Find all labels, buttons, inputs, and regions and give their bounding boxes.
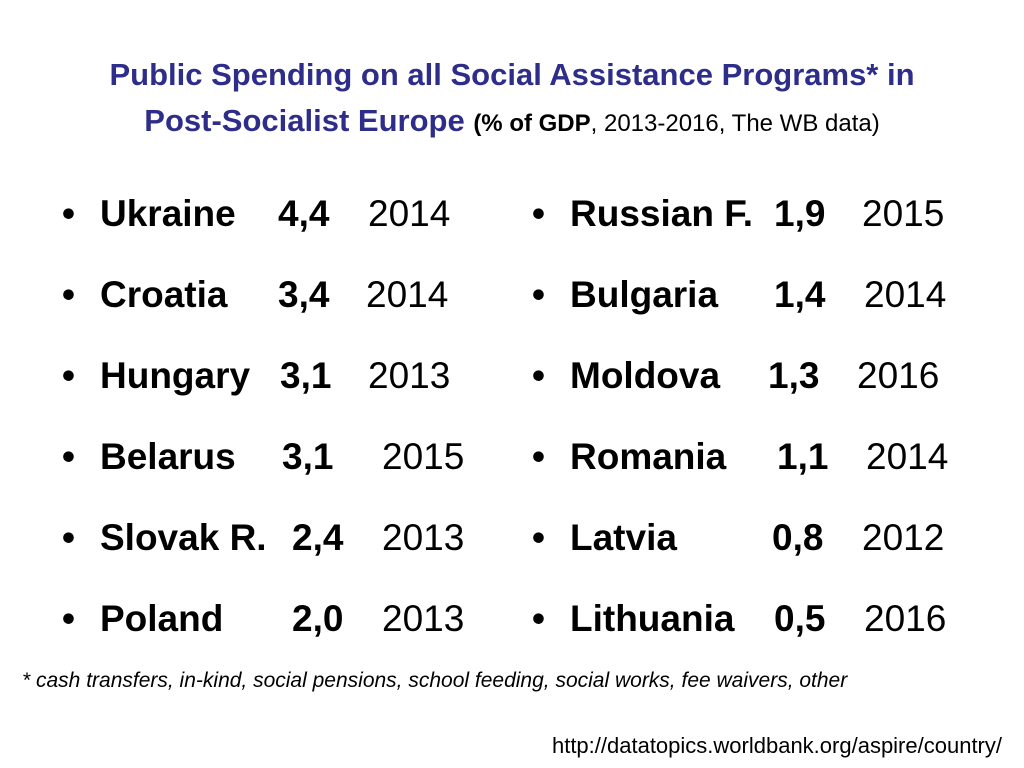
data-year: 2013 <box>382 598 465 639</box>
data-year: 2013 <box>382 517 465 558</box>
bullet-icon: • <box>62 274 75 315</box>
data-year: 2014 <box>866 436 949 477</box>
spending-value: 3,4 <box>278 274 330 315</box>
bullet-icon: • <box>62 193 75 234</box>
bullet-icon: • <box>532 193 545 234</box>
left-country-list: • Ukraine 4,4 2014 • Croatia 3,4 2014 • Hungary… <box>62 192 522 678</box>
title-subtitle: (% of GDP, 2013-2016, The WB data) <box>473 110 879 137</box>
footnote: * cash transfers, in-kind, social pensio… <box>22 669 848 692</box>
right-country-list: • Russian F. 1,9 2015 • Bulgaria 1,4 2014 • Mol… <box>532 192 992 678</box>
list-item: • Russian F. 1,9 2015 <box>532 192 992 273</box>
source-url: http://datatopics.worldbank.org/aspire/c… <box>551 733 1002 758</box>
spending-value: 1,4 <box>774 274 826 315</box>
country-name: Lithuania <box>570 598 735 639</box>
country-name: Hungary <box>100 355 251 396</box>
title-line-2: Post-Socialist Europe (% of GDP, 2013-20… <box>0 98 1024 147</box>
list-item: • Lithuania 0,5 2016 <box>532 597 992 678</box>
bullet-icon: • <box>532 598 545 639</box>
country-name: Moldova <box>570 355 721 396</box>
bullet-icon: • <box>532 274 545 315</box>
country-name: Belarus <box>100 436 236 477</box>
spending-value: 2,4 <box>292 517 344 558</box>
data-year: 2016 <box>864 598 947 639</box>
spending-value: 3,1 <box>280 355 332 396</box>
title-region: Post-Socialist Europe <box>144 103 465 138</box>
data-year: 2014 <box>366 274 449 315</box>
list-item: • Poland 2,0 2013 <box>62 597 522 678</box>
list-item: • Latvia 0,8 2012 <box>532 516 992 597</box>
bullet-icon: • <box>62 598 75 639</box>
list-item: • Croatia 3,4 2014 <box>62 273 522 354</box>
country-name: Bulgaria <box>570 274 719 315</box>
title-line-1: Public Spending on all Social Assistance… <box>109 57 915 92</box>
country-name: Slovak R. <box>100 517 267 558</box>
bullet-icon: • <box>532 517 545 558</box>
bullet-icon: • <box>532 436 545 477</box>
bullet-icon: • <box>62 355 75 396</box>
data-year: 2013 <box>368 355 451 396</box>
spending-value: 3,1 <box>282 436 334 477</box>
spending-value: 1,3 <box>768 355 820 396</box>
list-item: • Romania 1,1 2014 <box>532 435 992 516</box>
bullet-icon: • <box>62 436 75 477</box>
list-item: • Belarus 3,1 2015 <box>62 435 522 516</box>
spending-value: 0,8 <box>772 517 824 558</box>
list-item: • Moldova 1,3 2016 <box>532 354 992 435</box>
list-item: • Bulgaria 1,4 2014 <box>532 273 992 354</box>
list-item: • Hungary 3,1 2013 <box>62 354 522 435</box>
bullet-icon: • <box>62 517 75 558</box>
data-year: 2014 <box>864 274 947 315</box>
country-name: Ukraine <box>100 193 236 234</box>
spending-value: 2,0 <box>292 598 344 639</box>
list-item: • Slovak R. 2,4 2013 <box>62 516 522 597</box>
country-name: Croatia <box>100 274 228 315</box>
spending-value: 0,5 <box>774 598 826 639</box>
country-name: Latvia <box>570 517 677 558</box>
country-name: Romania <box>570 436 727 477</box>
spending-value: 1,9 <box>774 193 826 234</box>
bullet-icon: • <box>532 355 545 396</box>
data-year: 2015 <box>862 193 945 234</box>
slide-title: Public Spending on all Social Assistance… <box>0 52 1024 147</box>
data-year: 2014 <box>368 193 451 234</box>
spending-value: 4,4 <box>278 193 330 234</box>
spending-value: 1,1 <box>777 436 829 477</box>
title-unit: (% of GDP <box>473 110 591 137</box>
data-year: 2015 <box>382 436 465 477</box>
title-period-source: , 2013-2016, The WB data) <box>590 110 880 137</box>
list-item: • Ukraine 4,4 2014 <box>62 192 522 273</box>
country-name: Poland <box>100 598 224 639</box>
data-year: 2016 <box>857 355 940 396</box>
country-name: Russian F. <box>570 193 753 234</box>
data-year: 2012 <box>862 517 945 558</box>
